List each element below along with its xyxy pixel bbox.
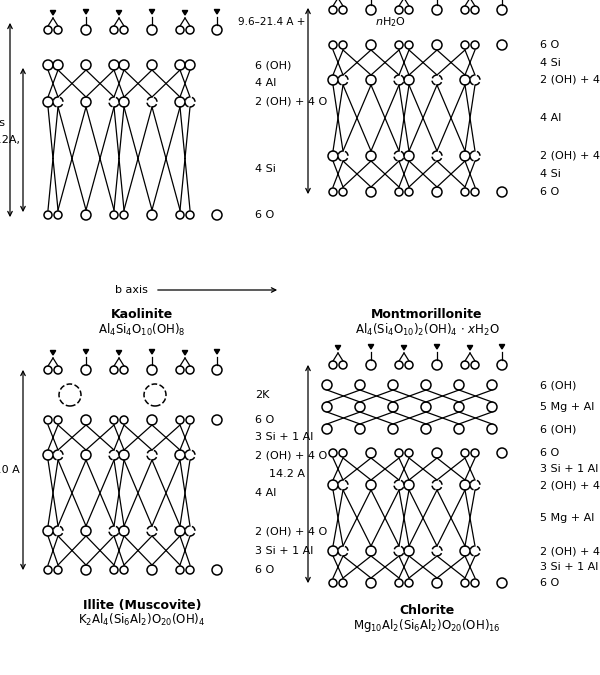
Text: 3 Si + 1 Al: 3 Si + 1 Al bbox=[540, 464, 598, 474]
Polygon shape bbox=[50, 11, 56, 15]
Polygon shape bbox=[499, 344, 505, 349]
Text: 3 Si + 1 Al: 3 Si + 1 Al bbox=[540, 562, 598, 572]
Text: 2 (OH) + 4 O: 2 (OH) + 4 O bbox=[255, 450, 327, 460]
Text: 5 Mg + Al: 5 Mg + Al bbox=[540, 402, 595, 412]
Text: 2 (OH) + 4 O: 2 (OH) + 4 O bbox=[255, 97, 327, 107]
Text: 6 O: 6 O bbox=[255, 565, 274, 575]
Text: 3 Si + 1 Al: 3 Si + 1 Al bbox=[255, 545, 313, 556]
Text: b axis: b axis bbox=[115, 285, 148, 295]
Text: Mg$_{10}$Al$_2$(Si$_6$Al$_2$)O$_{20}$(OH)$_{16}$: Mg$_{10}$Al$_2$(Si$_6$Al$_2$)O$_{20}$(OH… bbox=[353, 616, 501, 634]
Text: Chlorite: Chlorite bbox=[400, 603, 455, 616]
Text: 4 Si: 4 Si bbox=[540, 169, 561, 179]
Text: 6 (OH): 6 (OH) bbox=[540, 424, 577, 434]
Polygon shape bbox=[214, 9, 220, 14]
Text: 2 (OH) + 4 O: 2 (OH) + 4 O bbox=[540, 151, 600, 161]
Polygon shape bbox=[467, 346, 473, 350]
Text: 6 O: 6 O bbox=[540, 448, 559, 458]
Polygon shape bbox=[182, 11, 188, 15]
Polygon shape bbox=[116, 350, 122, 355]
Text: 10.0 A: 10.0 A bbox=[0, 465, 20, 475]
Text: Montmorillonite: Montmorillonite bbox=[371, 308, 483, 321]
Text: 4 Al: 4 Al bbox=[255, 78, 277, 88]
Text: 6 O: 6 O bbox=[255, 415, 274, 425]
Text: 2 (OH) + 4 O: 2 (OH) + 4 O bbox=[540, 480, 600, 490]
Text: 6 O: 6 O bbox=[540, 578, 559, 588]
Text: 4 Al: 4 Al bbox=[255, 488, 277, 498]
Polygon shape bbox=[83, 350, 89, 354]
Polygon shape bbox=[50, 350, 56, 355]
Text: 2 (OH) + 4 O: 2 (OH) + 4 O bbox=[255, 526, 327, 536]
Text: K$_2$Al$_4$(Si$_6$Al$_2$)O$_{20}$(OH)$_4$: K$_2$Al$_4$(Si$_6$Al$_2$)O$_{20}$(OH)$_4… bbox=[79, 612, 206, 628]
Polygon shape bbox=[83, 9, 89, 14]
Polygon shape bbox=[149, 9, 155, 14]
Text: 6 (OH): 6 (OH) bbox=[540, 380, 577, 390]
Polygon shape bbox=[182, 350, 188, 355]
Text: 2K: 2K bbox=[255, 390, 269, 400]
Text: Illite (Muscovite): Illite (Muscovite) bbox=[83, 599, 201, 612]
Text: 6 O: 6 O bbox=[255, 210, 274, 220]
Text: 2 (OH) + 4 O: 2 (OH) + 4 O bbox=[540, 546, 600, 556]
Text: 6 O: 6 O bbox=[540, 40, 559, 50]
Text: 14.2 A: 14.2 A bbox=[269, 469, 305, 479]
Polygon shape bbox=[401, 346, 407, 350]
Text: Al$_4$(Si$_4$O$_{10}$)$_2$(OH)$_4$ $\cdot$ $x$H$_2$O: Al$_4$(Si$_4$O$_{10}$)$_2$(OH)$_4$ $\cdo… bbox=[355, 322, 499, 338]
Text: Al$_4$Si$_4$O$_{10}$(OH)$_8$: Al$_4$Si$_4$O$_{10}$(OH)$_8$ bbox=[98, 322, 186, 338]
Text: 4 Si: 4 Si bbox=[540, 57, 561, 68]
Text: 9.6–21.4 A +: 9.6–21.4 A + bbox=[238, 17, 305, 27]
Text: 5 Mg + Al: 5 Mg + Al bbox=[540, 513, 595, 523]
Text: 6 O: 6 O bbox=[540, 187, 559, 197]
Text: 7.2A,: 7.2A, bbox=[0, 135, 20, 145]
Polygon shape bbox=[335, 346, 341, 350]
Text: 4 Si: 4 Si bbox=[255, 163, 276, 173]
Text: Kaolinite: Kaolinite bbox=[111, 308, 173, 321]
Polygon shape bbox=[368, 344, 374, 349]
Text: c axis: c axis bbox=[0, 117, 5, 128]
Polygon shape bbox=[116, 11, 122, 15]
Text: $n$H$_2$O: $n$H$_2$O bbox=[375, 15, 406, 29]
Text: 2 (OH) + 4 O: 2 (OH) + 4 O bbox=[540, 75, 600, 85]
Polygon shape bbox=[149, 350, 155, 354]
Polygon shape bbox=[214, 350, 220, 354]
Text: 6 (OH): 6 (OH) bbox=[255, 60, 292, 70]
Polygon shape bbox=[434, 344, 440, 349]
Text: 4 Al: 4 Al bbox=[540, 113, 562, 123]
Text: 3 Si + 1 Al: 3 Si + 1 Al bbox=[255, 433, 313, 443]
